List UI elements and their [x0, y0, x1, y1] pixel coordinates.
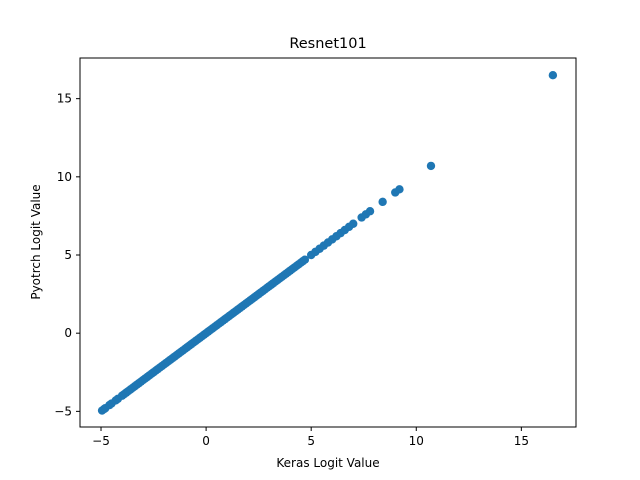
x-tick-label: −5 — [92, 434, 110, 448]
x-tick-label: 15 — [514, 434, 529, 448]
x-axis-label: Keras Logit Value — [276, 456, 379, 470]
data-point — [349, 219, 358, 228]
data-point — [548, 71, 558, 80]
x-tick-label: 10 — [409, 434, 424, 448]
data-point — [300, 255, 310, 264]
y-tick-label: −5 — [54, 404, 72, 418]
data-point — [426, 161, 436, 171]
data-point — [378, 197, 387, 207]
data-point — [395, 185, 404, 194]
plot-frame — [79, 57, 577, 428]
data-point — [365, 207, 375, 216]
x-tick-label: 0 — [202, 434, 210, 448]
chart-title: Resnet101 — [289, 36, 366, 52]
y-tick-label: 15 — [57, 92, 72, 106]
x-tick-label: 5 — [307, 434, 315, 448]
y-tick-label: 5 — [64, 248, 72, 262]
y-axis-label: Pyotrch Logit Value — [29, 184, 43, 299]
y-tick-label: 0 — [64, 326, 72, 340]
y-tick-label: 10 — [57, 170, 72, 184]
data-points — [97, 71, 558, 415]
x-axis-ticks: −5 0 5 10 15 — [92, 427, 529, 448]
y-axis-ticks: −5 0 5 10 15 — [54, 92, 80, 418]
